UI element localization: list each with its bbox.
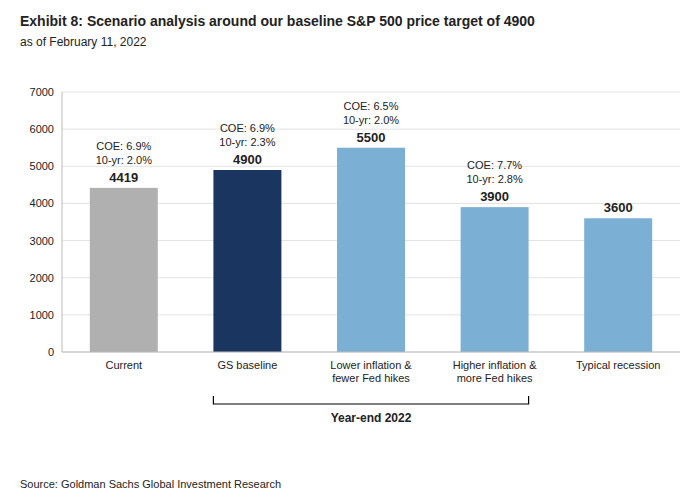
y-tick-label: 0 [48, 346, 54, 358]
bar [337, 148, 405, 352]
y-tick-label: 4000 [30, 197, 54, 209]
x-axis [62, 352, 680, 353]
data-label: 4419 [109, 170, 138, 185]
y-tick-label: 1000 [30, 309, 54, 321]
data-label: 4900 [233, 152, 262, 167]
data-label: 3600 [604, 200, 633, 215]
x-tick-label: Lower inflation &fewer Fed hikes [330, 359, 412, 384]
bracket-line [213, 396, 528, 404]
annotation: 10-yr: 2.0% [343, 114, 399, 126]
annotation: COE: 6.5% [343, 100, 398, 112]
y-tick-label: 7000 [30, 86, 54, 98]
data-label: 5500 [357, 130, 386, 145]
x-tick-label: Higher inflation &more Fed hikes [453, 359, 537, 384]
source: Source: Goldman Sachs Global Investment … [20, 478, 281, 490]
x-tick-label: Typical recession [576, 359, 660, 371]
x-tick-label: Current [105, 359, 142, 371]
bar [90, 188, 158, 352]
y-axis [62, 92, 63, 352]
title: Exhibit 8: Scenario analysis around our … [20, 13, 535, 29]
y-tick-label: 2000 [30, 272, 54, 284]
bracket-label: Year-end 2022 [331, 411, 412, 425]
y-tick-label: 5000 [30, 160, 54, 172]
data-label: 3900 [480, 189, 509, 204]
grid-line [62, 352, 680, 353]
grid-line [62, 92, 680, 93]
y-tick-label: 3000 [30, 235, 54, 247]
x-tick-label: GS baseline [217, 359, 277, 371]
bars [90, 148, 652, 352]
annotation: 10-yr: 2.3% [219, 136, 275, 148]
annotation: COE: 6.9% [96, 140, 151, 152]
bracket [213, 396, 528, 404]
bar [461, 207, 529, 352]
annotation: 10-yr: 2.0% [96, 154, 152, 166]
annotation: 10-yr: 2.8% [466, 173, 522, 185]
subtitle: as of February 11, 2022 [20, 35, 147, 49]
bar [584, 218, 652, 352]
annotation: COE: 6.9% [220, 122, 275, 134]
chart: Exhibit 8: Scenario analysis around our … [0, 0, 700, 500]
grid [62, 92, 680, 352]
bar [213, 170, 281, 352]
annotation: COE: 7.7% [467, 159, 522, 171]
y-tick-label: 6000 [30, 123, 54, 135]
